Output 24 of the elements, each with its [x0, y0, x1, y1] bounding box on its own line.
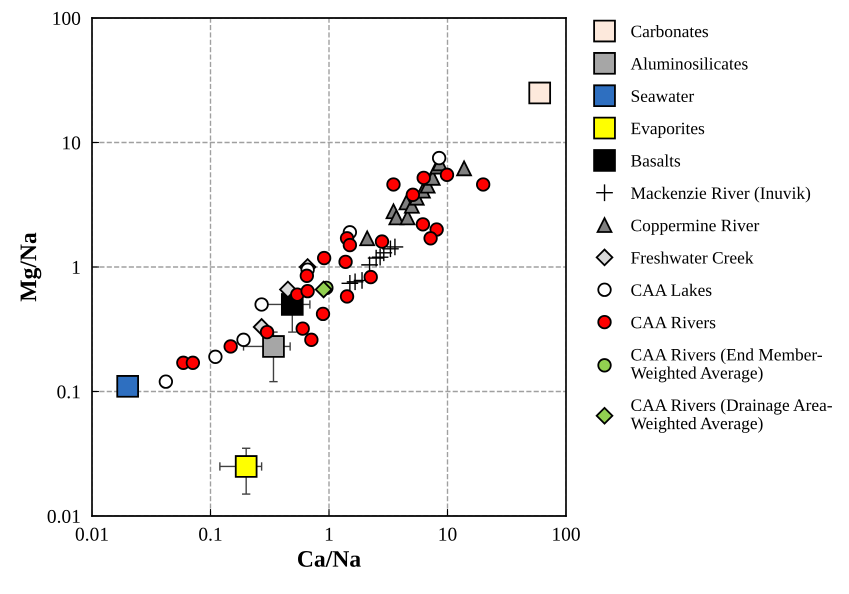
x-tick-label: 1 [326, 528, 333, 541]
legend-label: Freshwater Creek [631, 251, 754, 264]
legend-label: Aluminosilicates [630, 57, 748, 70]
legend-label: CAA Lakes [631, 284, 712, 296]
legend-label: Coppermine River [631, 220, 760, 235]
legend-label: CAA Rivers (End Member-Weighted Average) [630, 348, 822, 382]
y-tick-label: 0.1 [57, 385, 80, 399]
y-axis-title: Mg/Na [20, 232, 42, 302]
legend-label: Carbonates [631, 25, 708, 38]
legend-label: Mackenzie River (Inuvik) [631, 186, 810, 203]
legend-label: CAA Rivers (Drainage Area-Weighted Average) [630, 398, 832, 433]
x-tick-label: 0.01 [76, 528, 108, 541]
y-tick-label: 1 [72, 260, 80, 274]
y-tick-label: 0.01 [48, 510, 80, 524]
x-tick-label: 100 [553, 528, 580, 541]
x-tick-label: 0.1 [199, 528, 222, 541]
legend-label: CAA Rivers [631, 316, 716, 328]
y-tick-label: 100 [53, 12, 80, 25]
x-tick-label: 10 [439, 528, 456, 541]
legend-label: Basalts [631, 154, 680, 167]
legend-label: Evaporites [631, 122, 704, 138]
y-tick-label: 10 [63, 136, 80, 150]
legend-label: Seawater [632, 90, 694, 102]
x-axis-title: Ca/Na [298, 551, 361, 567]
